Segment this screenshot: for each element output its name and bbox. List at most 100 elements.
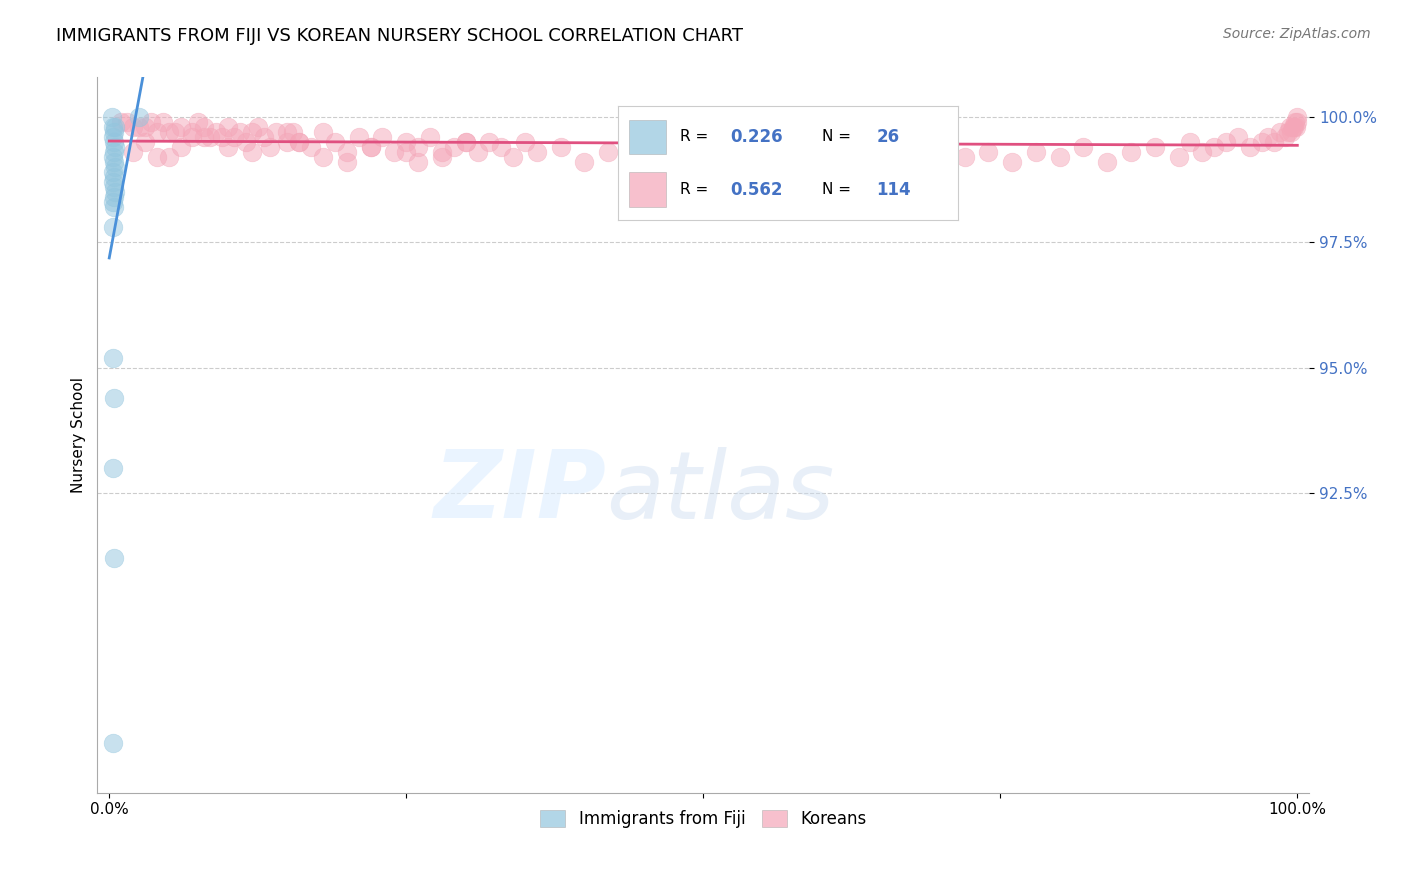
Text: IMMIGRANTS FROM FIJI VS KOREAN NURSERY SCHOOL CORRELATION CHART: IMMIGRANTS FROM FIJI VS KOREAN NURSERY S…	[56, 27, 744, 45]
Point	[1268, 125, 1291, 139]
Point	[134, 120, 156, 135]
Point	[103, 550, 125, 565]
Point	[382, 145, 405, 160]
Point	[110, 115, 132, 129]
Point	[115, 115, 138, 129]
Point	[574, 155, 596, 169]
Point	[395, 136, 418, 150]
Point	[1257, 130, 1279, 145]
Point	[454, 136, 477, 150]
Point	[740, 140, 762, 154]
Point	[128, 111, 150, 125]
Point	[246, 120, 269, 135]
Point	[157, 125, 180, 139]
Point	[235, 136, 257, 150]
Point	[811, 140, 834, 154]
Point	[1263, 136, 1285, 150]
Point	[299, 140, 322, 154]
Text: atlas: atlas	[606, 447, 835, 538]
Point	[103, 145, 125, 160]
Point	[336, 145, 359, 160]
Point	[103, 155, 125, 169]
Point	[1239, 140, 1261, 154]
Point	[430, 145, 453, 160]
Point	[211, 130, 233, 145]
Point	[526, 145, 548, 160]
Point	[181, 130, 204, 145]
Point	[1191, 145, 1213, 160]
Point	[276, 136, 298, 150]
Point	[101, 351, 124, 365]
Point	[1282, 120, 1305, 135]
Point	[217, 120, 239, 135]
Point	[145, 125, 167, 139]
Point	[1001, 155, 1024, 169]
Point	[1226, 130, 1249, 145]
Point	[977, 145, 1000, 160]
Point	[104, 161, 127, 175]
Point	[103, 136, 125, 150]
Y-axis label: Nursery School: Nursery School	[72, 377, 86, 493]
Point	[1281, 120, 1303, 135]
Point	[905, 140, 928, 154]
Point	[217, 140, 239, 154]
Point	[103, 190, 125, 204]
Point	[953, 151, 976, 165]
Point	[103, 170, 125, 185]
Point	[787, 145, 810, 160]
Point	[222, 130, 245, 145]
Point	[122, 120, 145, 135]
Point	[104, 186, 127, 200]
Point	[336, 155, 359, 169]
Point	[859, 145, 882, 160]
Point	[103, 391, 125, 405]
Point	[347, 130, 370, 145]
Point	[1285, 115, 1308, 129]
Point	[253, 130, 276, 145]
Point	[1097, 155, 1119, 169]
Point	[419, 130, 441, 145]
Point	[145, 151, 167, 165]
Point	[467, 145, 489, 160]
Point	[283, 125, 305, 139]
Point	[1277, 125, 1299, 139]
Point	[1286, 111, 1309, 125]
Point	[1250, 136, 1272, 150]
Point	[169, 140, 191, 154]
Point	[200, 130, 222, 145]
Legend: Immigrants from Fiji, Koreans: Immigrants from Fiji, Koreans	[533, 803, 873, 834]
Point	[1274, 130, 1296, 145]
Point	[1119, 145, 1142, 160]
Point	[101, 736, 124, 750]
Point	[104, 120, 127, 135]
Point	[152, 115, 174, 129]
Point	[395, 145, 418, 160]
Point	[103, 125, 125, 139]
Point	[163, 125, 186, 139]
Point	[1180, 136, 1202, 150]
Point	[139, 115, 162, 129]
Point	[621, 136, 644, 150]
Point	[259, 140, 281, 154]
Point	[644, 151, 666, 165]
Point	[1279, 125, 1302, 139]
Point	[264, 125, 287, 139]
Point	[882, 151, 904, 165]
Point	[1167, 151, 1189, 165]
Point	[240, 145, 263, 160]
Point	[1279, 120, 1302, 135]
Point	[187, 115, 209, 129]
Point	[101, 176, 124, 190]
Point	[104, 140, 127, 154]
Point	[668, 140, 690, 154]
Point	[491, 140, 513, 154]
Point	[103, 201, 125, 215]
Point	[100, 111, 122, 125]
Text: ZIP: ZIP	[433, 446, 606, 538]
Point	[1285, 120, 1308, 135]
Point	[101, 460, 124, 475]
Point	[101, 130, 124, 145]
Point	[371, 130, 394, 145]
Point	[134, 136, 156, 150]
Point	[122, 145, 145, 160]
